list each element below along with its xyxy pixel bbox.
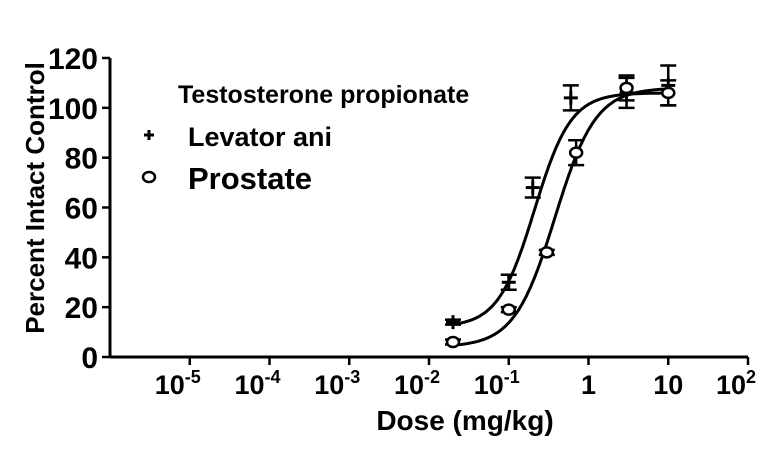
data-point	[500, 273, 517, 291]
legend-circle-icon	[141, 170, 157, 184]
x-tick-label: 10-2	[394, 367, 440, 400]
data-point	[618, 74, 635, 102]
y-tick-label: 20	[65, 292, 98, 325]
data-point	[568, 138, 585, 167]
data-point	[445, 335, 462, 349]
data-point	[660, 79, 677, 107]
legend: Testosterone propionate Levator ani Prost…	[141, 81, 469, 196]
y-tick-label: 60	[65, 193, 98, 226]
x-axis-title: Dose (mg/kg)	[376, 405, 553, 436]
x-tick-label: 102	[716, 367, 756, 400]
data-point	[538, 246, 555, 259]
legend-label-levator-ani: Levator ani	[188, 122, 332, 152]
circle-marker	[501, 303, 516, 316]
circle-marker	[619, 81, 634, 95]
y-tick-label: 40	[65, 242, 98, 275]
data-point	[524, 176, 541, 199]
circle-marker	[445, 335, 461, 349]
x-tick-label: 10-4	[234, 367, 280, 400]
y-tick-label: 100	[48, 93, 98, 126]
axes: 0 20 40 60 80 100 120 10-5 10-4 10-3 10-2 10-1 1 10 10…	[48, 43, 756, 400]
data-point	[562, 84, 579, 112]
x-tick-label: 10-5	[155, 367, 201, 400]
y-tick-label: 0	[81, 342, 98, 375]
y-axis-title: Percent Intact Control	[20, 62, 50, 334]
x-tick-label: 10-3	[314, 367, 360, 400]
y-tick-label: 80	[65, 143, 98, 176]
x-tick-label: 10-1	[474, 367, 520, 400]
circle-marker	[661, 86, 676, 100]
legend-title: Testosterone propionate	[178, 81, 469, 109]
legend-label-prostate: Prostate	[188, 161, 312, 196]
fit-curves	[452, 87, 672, 347]
data-markers	[445, 64, 677, 349]
x-tick-label: 10	[653, 370, 683, 400]
x-tick-label: 1	[581, 370, 596, 400]
y-tick-label: 120	[48, 43, 98, 76]
data-point	[500, 303, 517, 316]
fit-curve-prostate	[452, 87, 672, 347]
fit-curve-levator-ani	[452, 91, 672, 326]
data-point	[445, 315, 462, 330]
circle-marker	[539, 246, 555, 259]
circle-marker	[568, 146, 584, 159]
